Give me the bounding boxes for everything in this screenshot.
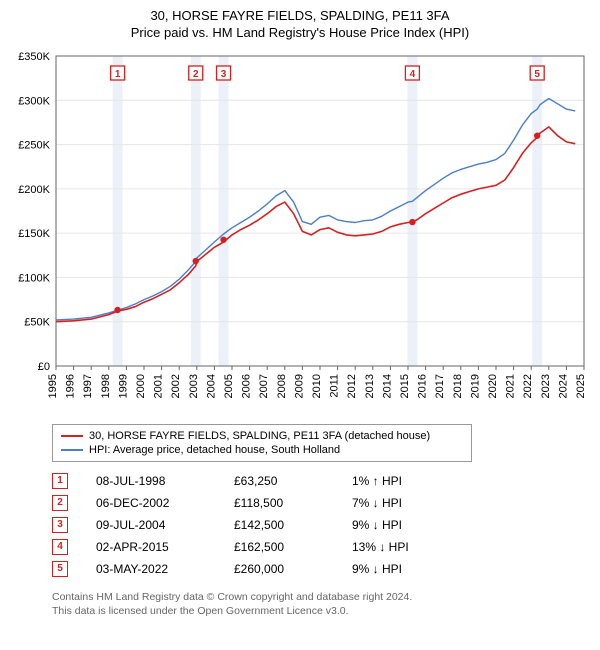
transaction-date: 02-APR-2015 <box>96 540 206 554</box>
svg-text:1997: 1997 <box>82 374 94 398</box>
transaction-price: £162,500 <box>234 540 324 554</box>
svg-text:2003: 2003 <box>188 374 200 398</box>
transaction-date: 06-DEC-2002 <box>96 496 206 510</box>
title-line-1: 30, HORSE FAYRE FIELDS, SPALDING, PE11 3… <box>8 8 592 25</box>
transactions-table: 1 08-JUL-1998 £63,250 1% ↑ HPI 2 06-DEC-2002 £… <box>52 470 592 580</box>
legend-label: 30, HORSE FAYRE FIELDS, SPALDING, PE11 3… <box>89 430 430 442</box>
transaction-price: £63,250 <box>234 474 324 488</box>
svg-text:£100K: £100K <box>18 272 50 284</box>
svg-text:2001: 2001 <box>153 374 165 398</box>
svg-text:£50K: £50K <box>24 316 50 328</box>
line-chart: £0 £50K £100K £150K £200K £250K £300K £350K 1995… <box>8 48 592 418</box>
figure-container: 30, HORSE FAYRE FIELDS, SPALDING, PE11 3… <box>8 8 592 618</box>
footer-line: Contains HM Land Registry data © Crown c… <box>52 590 592 604</box>
transaction-diff: 9% ↓ HPI <box>352 518 452 532</box>
svg-text:2025: 2025 <box>575 374 587 398</box>
svg-text:£150K: £150K <box>18 228 50 240</box>
svg-text:2005: 2005 <box>223 374 235 398</box>
svg-text:2000: 2000 <box>135 374 147 398</box>
transaction-row: 5 03-MAY-2022 £260,000 9% ↓ HPI <box>52 558 592 580</box>
transaction-price: £142,500 <box>234 518 324 532</box>
svg-text:2013: 2013 <box>364 374 376 398</box>
svg-text:3: 3 <box>221 69 227 80</box>
footer-attribution: Contains HM Land Registry data © Crown c… <box>52 590 592 618</box>
transaction-row: 1 08-JUL-1998 £63,250 1% ↑ HPI <box>52 470 592 492</box>
svg-text:1: 1 <box>115 69 121 80</box>
svg-text:4: 4 <box>410 69 416 80</box>
svg-text:2011: 2011 <box>329 374 341 398</box>
transaction-row: 4 02-APR-2015 £162,500 13% ↓ HPI <box>52 536 592 558</box>
svg-text:2018: 2018 <box>452 374 464 398</box>
svg-text:£200K: £200K <box>18 184 50 196</box>
svg-text:2007: 2007 <box>258 374 270 398</box>
svg-text:2010: 2010 <box>311 374 323 398</box>
transaction-date: 03-MAY-2022 <box>96 562 206 576</box>
transaction-diff: 7% ↓ HPI <box>352 496 452 510</box>
footer-line: This data is licensed under the Open Gov… <box>52 604 592 618</box>
transaction-diff: 1% ↑ HPI <box>352 474 452 488</box>
title-line-2: Price paid vs. HM Land Registry's House … <box>8 25 592 42</box>
svg-text:2009: 2009 <box>293 374 305 398</box>
transaction-marker: 1 <box>52 473 68 489</box>
svg-text:£250K: £250K <box>18 139 50 151</box>
svg-text:2019: 2019 <box>469 374 481 398</box>
svg-text:2006: 2006 <box>241 374 253 398</box>
svg-text:2012: 2012 <box>346 374 358 398</box>
svg-text:£300K: £300K <box>18 95 50 107</box>
svg-text:2008: 2008 <box>276 374 288 398</box>
transaction-date: 09-JUL-2004 <box>96 518 206 532</box>
transaction-marker: 3 <box>52 517 68 533</box>
svg-text:2023: 2023 <box>540 374 552 398</box>
transaction-diff: 13% ↓ HPI <box>352 540 452 554</box>
legend-item-hpi: HPI: Average price, detached house, Sout… <box>61 443 463 457</box>
transaction-date: 08-JUL-1998 <box>96 474 206 488</box>
chart-area: £0 £50K £100K £150K £200K £250K £300K £350K 1995… <box>8 48 592 418</box>
svg-text:1998: 1998 <box>100 374 112 398</box>
svg-text:1996: 1996 <box>65 374 77 398</box>
svg-text:2014: 2014 <box>381 374 393 398</box>
legend-item-property: 30, HORSE FAYRE FIELDS, SPALDING, PE11 3… <box>61 429 463 443</box>
legend-swatch <box>61 449 83 451</box>
svg-text:1995: 1995 <box>47 374 59 398</box>
svg-text:2015: 2015 <box>399 374 411 398</box>
svg-text:2002: 2002 <box>170 374 182 398</box>
svg-text:£0: £0 <box>38 361 50 373</box>
transaction-price: £260,000 <box>234 562 324 576</box>
svg-text:2024: 2024 <box>557 374 569 398</box>
legend-swatch <box>61 435 83 437</box>
svg-text:2016: 2016 <box>417 374 429 398</box>
svg-text:2017: 2017 <box>434 374 446 398</box>
transaction-price: £118,500 <box>234 496 324 510</box>
transaction-marker: 4 <box>52 539 68 555</box>
svg-text:2004: 2004 <box>205 374 217 398</box>
svg-text:2022: 2022 <box>522 374 534 398</box>
legend: 30, HORSE FAYRE FIELDS, SPALDING, PE11 3… <box>52 424 472 462</box>
transaction-marker: 5 <box>52 561 68 577</box>
transaction-row: 3 09-JUL-2004 £142,500 9% ↓ HPI <box>52 514 592 536</box>
svg-text:2021: 2021 <box>505 374 517 398</box>
transaction-diff: 9% ↓ HPI <box>352 562 452 576</box>
svg-text:5: 5 <box>534 69 540 80</box>
svg-text:2: 2 <box>193 69 199 80</box>
svg-text:2020: 2020 <box>487 374 499 398</box>
transaction-marker: 2 <box>52 495 68 511</box>
svg-text:£350K: £350K <box>18 51 50 63</box>
transaction-row: 2 06-DEC-2002 £118,500 7% ↓ HPI <box>52 492 592 514</box>
svg-text:1999: 1999 <box>117 374 129 398</box>
legend-label: HPI: Average price, detached house, Sout… <box>89 444 340 456</box>
